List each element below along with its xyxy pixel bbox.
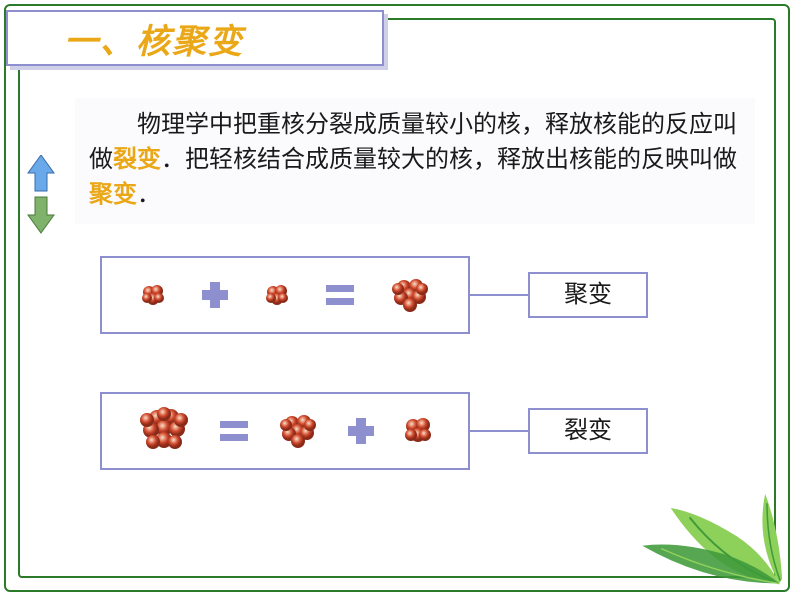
fission-diagram-row: 裂变	[100, 392, 648, 472]
plus-icon	[202, 282, 228, 308]
nucleus-medium-icon	[399, 412, 437, 450]
def-post1: ．把轻核结合成质量较大的核，释放出核能的反映叫做	[161, 147, 737, 173]
connector-line	[470, 294, 528, 296]
fission-equation-box	[100, 392, 470, 470]
fusion-label: 聚变	[564, 282, 612, 308]
equals-icon	[326, 285, 354, 305]
fusion-label-box: 聚变	[528, 272, 648, 318]
plus-icon	[348, 418, 374, 444]
nucleus-large-icon	[274, 407, 322, 455]
connector-line	[470, 430, 528, 432]
fusion-diagram-row: 聚变	[100, 256, 648, 336]
title-box: 一、核聚变	[6, 10, 384, 66]
keyword-fission: 裂变	[113, 147, 161, 173]
slide-title: 一、核聚变	[64, 14, 244, 63]
definition-box: 物理学中把重核分裂成质量较小的核，释放核能的反应叫做裂变．把轻核结合成质量较大的…	[75, 98, 755, 224]
fission-label-box: 裂变	[528, 408, 648, 454]
nucleus-xlarge-icon	[133, 400, 195, 462]
arrow-stack-icon	[26, 155, 56, 235]
keyword-fusion: 聚变	[89, 182, 137, 208]
nucleus-large-icon	[386, 271, 434, 319]
fusion-equation-box	[100, 256, 470, 334]
fission-label: 裂变	[564, 418, 612, 444]
def-tail: ．	[137, 182, 161, 208]
definition-text: 物理学中把重核分裂成质量较小的核，释放核能的反应叫做裂变．把轻核结合成质量较大的…	[89, 108, 741, 212]
nucleus-small-icon	[260, 278, 294, 312]
nucleus-small-icon	[136, 278, 170, 312]
equals-icon	[220, 421, 248, 441]
